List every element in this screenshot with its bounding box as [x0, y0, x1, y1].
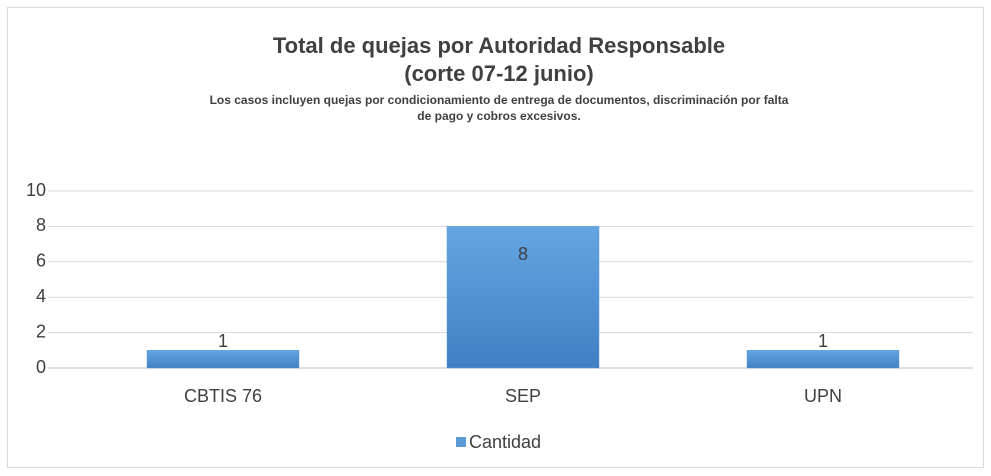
chart-subtitle: Los casos incluyen quejas por condiciona…: [210, 93, 789, 107]
legend-swatch: [456, 437, 466, 447]
x-tick-label: SEP: [505, 386, 541, 406]
y-tick-label: 2: [36, 321, 46, 341]
data-label: 8: [518, 244, 528, 264]
y-tick-label: 6: [36, 251, 46, 271]
y-tick-label: 4: [36, 286, 46, 306]
bar: [446, 226, 600, 369]
x-tick-label: UPN: [804, 386, 842, 406]
data-label: 1: [218, 331, 228, 351]
legend-label: Cantidad: [469, 432, 541, 452]
chart-title: (corte 07-12 junio): [404, 61, 593, 86]
bar: [146, 350, 300, 369]
y-tick-label: 8: [36, 215, 46, 235]
data-label: 1: [818, 331, 828, 351]
chart-title: Total de quejas por Autoridad Responsabl…: [273, 33, 725, 58]
y-tick-label: 10: [26, 180, 46, 200]
chart-subtitle: de pago y cobros excesivos.: [417, 109, 580, 123]
x-tick-label: CBTIS 76: [184, 386, 262, 406]
bar: [746, 350, 900, 369]
y-tick-label: 0: [36, 357, 46, 377]
